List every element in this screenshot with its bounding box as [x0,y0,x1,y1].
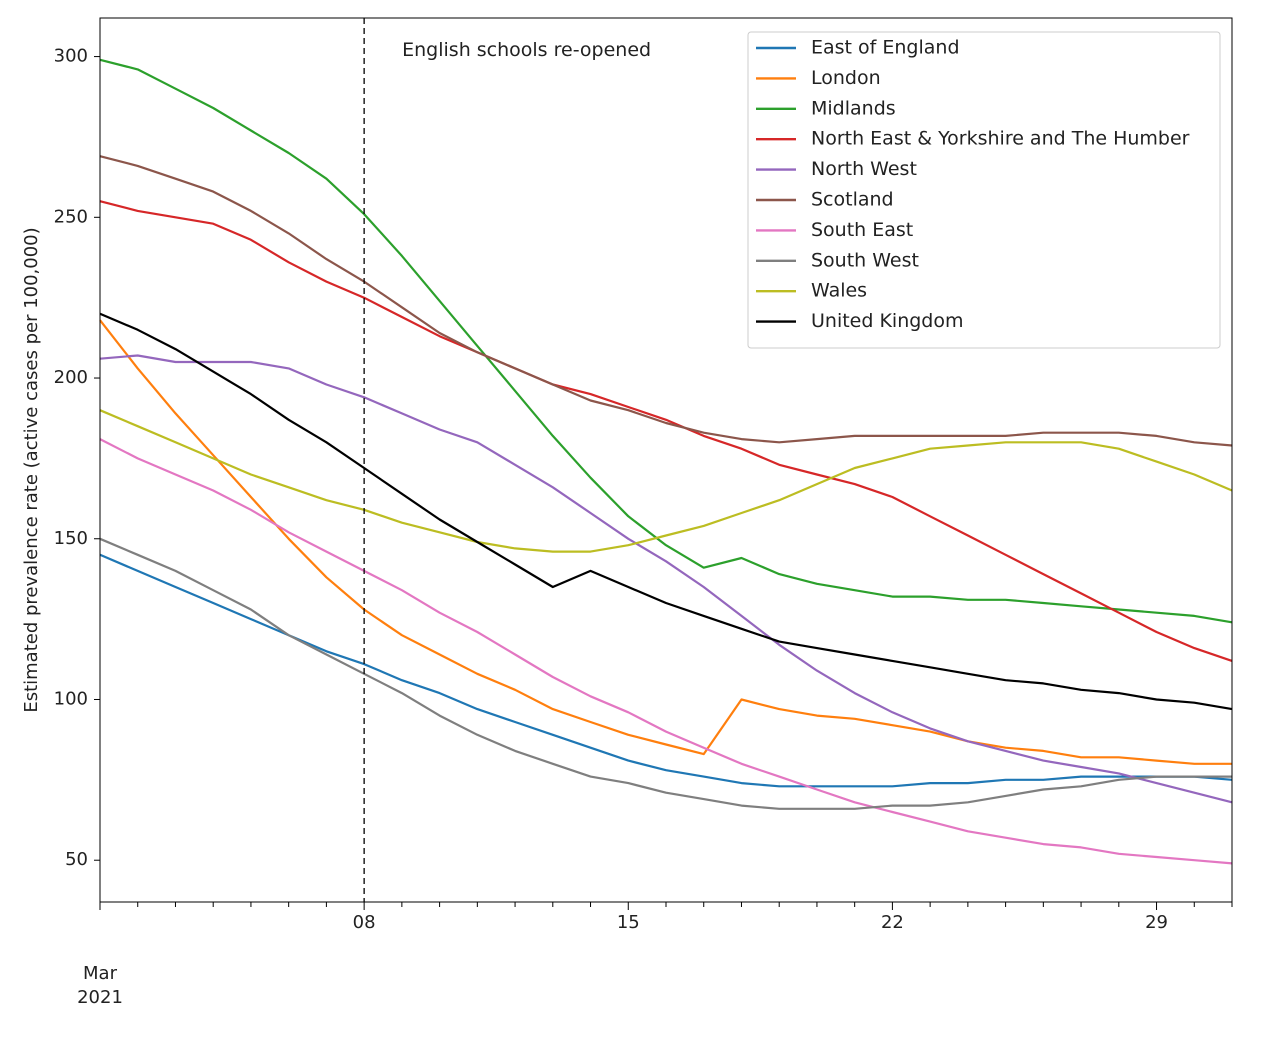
series-line-6 [99,438,1233,865]
annotation-label: English schools re-opened [402,39,651,61]
legend-label: London [811,67,881,89]
y-tick-label: 150 [54,528,88,549]
y-axis-ticks: 50 100 150 200 250 300 [54,46,100,870]
x-axis-ticks: 08 15 22 29 Mar 2021 [77,902,1233,1008]
y-tick-label: 50 [65,849,88,870]
series-line-9 [99,312,1233,711]
x-tick-label: 22 [881,912,904,933]
legend-label: North East & Yorkshire and The Humber [811,128,1190,150]
x-tick-label: 08 [353,912,376,933]
y-tick-label: 300 [54,46,88,67]
y-tick-label: 200 [54,367,88,388]
y-axis-label: Estimated prevalence rate (active cases … [21,227,42,712]
series-line-7 [99,537,1232,810]
y-tick-label: 100 [54,688,88,709]
legend: East of England London Midlands North East … [747,31,1221,349]
series-line-8 [99,409,1233,553]
series-line-1 [99,319,1232,765]
series-line-4 [99,354,1233,804]
legend-label: Wales [811,280,867,302]
series-line-0 [99,553,1233,788]
series-line-3 [99,200,1233,662]
legend-label: Scotland [811,189,894,211]
x-tick-label: 29 [1145,912,1168,933]
x-year-label: 2021 [77,987,123,1008]
x-tick-label: 15 [617,912,640,933]
series-line-2 [99,58,1233,624]
legend-label: United Kingdom [811,310,964,332]
legend-box [747,31,1221,349]
legend-label: North West [811,158,917,180]
legend-label: East of England [811,37,960,59]
legend-label: South East [811,219,913,241]
legend-label: Midlands [811,97,896,119]
y-tick-label: 250 [54,206,88,227]
x-month-label: Mar [83,963,118,984]
series-line-5 [99,155,1233,447]
series-lines [99,58,1233,865]
legend-label: South West [811,249,919,271]
